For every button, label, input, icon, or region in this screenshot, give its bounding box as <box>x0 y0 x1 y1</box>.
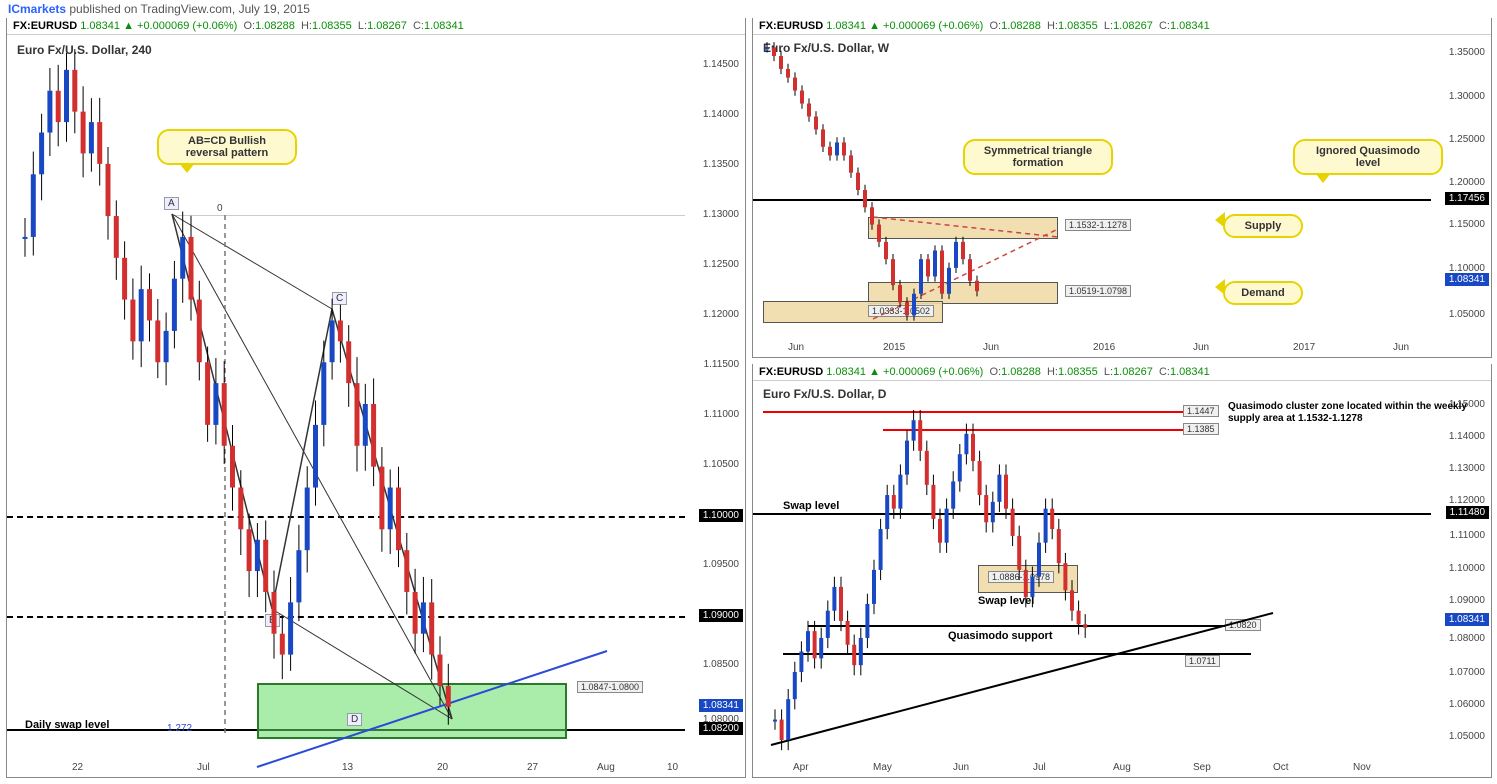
ytick: 1.09500 <box>703 559 739 570</box>
demand-range: 1.0519-1.0798 <box>1065 285 1131 297</box>
arrow-icon: ▲ <box>869 366 880 378</box>
chart-title-rtop: Euro Fx/U.S. Dollar, W <box>763 41 889 55</box>
demand-zone-green <box>257 683 567 739</box>
point-zero: 0 <box>217 203 223 214</box>
swap-line-1 <box>753 513 1431 515</box>
callout-ignored: Ignored Quasimodo level <box>1293 139 1443 175</box>
cluster-text: Quasimodo cluster zone located within th… <box>1228 401 1491 425</box>
ytick: 1.08500 <box>703 659 739 670</box>
red-level-2 <box>883 429 1201 431</box>
xtick: 27 <box>527 762 538 773</box>
ytick: 1.14000 <box>703 109 739 120</box>
price-tag: 1.08200 <box>699 722 743 735</box>
right-bottom-panel[interactable]: FX:EURUSD 1.08341 ▲ +0.000069 (+0.06%) O… <box>752 364 1492 778</box>
fib-label: 1.272 <box>167 723 192 734</box>
price-tag-current: 1.08341 <box>1445 273 1489 286</box>
quasimodo-line <box>753 199 1431 201</box>
brand-name: ICmarkets <box>8 2 66 16</box>
arrow-icon: ▲ <box>123 20 134 32</box>
chart-title-left: Euro Fx/U.S. Dollar, 240 <box>17 43 152 57</box>
ytick: 1.12500 <box>703 259 739 270</box>
point-b: B <box>265 614 280 627</box>
chart-title-rbot: Euro Fx/U.S. Dollar, D <box>763 387 886 401</box>
price-tag: 1.10000 <box>699 509 743 522</box>
point-d: D <box>347 713 362 726</box>
change-pct: (+0.06%) <box>192 20 237 32</box>
ticker-bar-left: FX:EURUSD 1.08341 ▲ +0.000069 (+0.06%) O… <box>7 18 745 35</box>
publish-header: ICmarkets published on TradingView.com, … <box>0 0 1497 18</box>
xtick: Aug <box>597 762 615 773</box>
dashed-level <box>7 516 685 518</box>
zone-range: 1.0847-1.0800 <box>577 681 643 693</box>
ticker-bar-rbot: FX:EURUSD 1.08341 ▲ +0.000069 (+0.06%) O… <box>753 364 1491 381</box>
red-level-1 <box>763 411 1201 413</box>
swap-label-1: Swap level <box>783 500 839 512</box>
callout-triangle: Symmetrical triangle formation <box>963 139 1113 175</box>
symbol: FX:EURUSD <box>13 20 77 32</box>
swap-label: Daily swap level <box>25 719 109 731</box>
dashed-level <box>7 616 685 618</box>
point-a: A <box>164 197 179 210</box>
ytick: 1.14500 <box>703 59 739 70</box>
line-label-2: 1.0711 <box>1185 655 1220 667</box>
xtick: 22 <box>72 762 83 773</box>
tan-zone-label: 1.0886-1.0978 <box>988 571 1054 583</box>
line-label-1: 1.0820 <box>1225 619 1261 631</box>
xtick: 13 <box>342 762 353 773</box>
xtick: 20 <box>437 762 448 773</box>
price-tag-current: 1.08341 <box>1445 613 1489 626</box>
publish-text: published on TradingView.com, July 19, 2… <box>69 2 310 16</box>
last-price: 1.08341 <box>80 20 120 32</box>
change: +0.000069 <box>137 20 189 32</box>
supply-zone <box>868 217 1058 239</box>
ytick: 1.10500 <box>703 459 739 470</box>
supply-range: 1.1532-1.1278 <box>1065 219 1131 231</box>
demand-range-lower: 1.0333-1.0502 <box>868 305 934 317</box>
callout-abcd: AB=CD Bullish reversal pattern <box>157 129 297 165</box>
xtick: Jul <box>197 762 210 773</box>
ytick: 1.12000 <box>703 309 739 320</box>
left-chart-panel[interactable]: FX:EURUSD 1.08341 ▲ +0.000069 (+0.06%) O… <box>6 18 746 778</box>
swap-label-2: Swap level <box>978 595 1034 607</box>
callout-demand: Demand <box>1223 281 1303 305</box>
callout-supply: Supply <box>1223 214 1303 238</box>
right-bottom-svg <box>753 365 1493 779</box>
red-label-2: 1.1385 <box>1183 423 1219 435</box>
xtick: 10 <box>667 762 678 773</box>
ytick: 1.13500 <box>703 159 739 170</box>
ytick: 1.13000 <box>703 209 739 220</box>
arrow-icon: ▲ <box>869 20 880 32</box>
ticker-bar-rtop: FX:EURUSD 1.08341 ▲ +0.000069 (+0.06%) O… <box>753 18 1491 35</box>
price-tag: 1.09000 <box>699 609 743 622</box>
ytick: 1.11500 <box>704 359 739 370</box>
qsupport-line <box>808 625 1261 627</box>
ytick: 1.11000 <box>704 409 739 420</box>
red-label-1: 1.1447 <box>1183 405 1219 417</box>
price-tag: 1.11480 <box>1446 506 1489 519</box>
left-chart-svg <box>7 19 747 779</box>
qsupport-label: Quasimodo support <box>948 630 1053 642</box>
point-c: C <box>332 292 347 305</box>
qsupport-line2 <box>783 653 1251 655</box>
right-top-panel[interactable]: FX:EURUSD 1.08341 ▲ +0.000069 (+0.06%) O… <box>752 18 1492 358</box>
price-tag: 1.17456 <box>1445 192 1489 205</box>
zero-line <box>172 215 685 216</box>
price-tag-current: 1.08341 <box>699 699 743 712</box>
